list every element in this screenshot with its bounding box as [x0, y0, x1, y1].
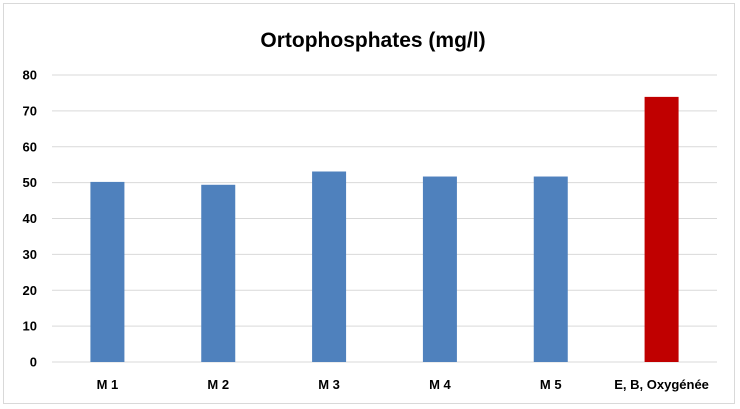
- bar: [312, 171, 347, 362]
- bar: [201, 184, 236, 362]
- y-tick-label: 80: [23, 68, 37, 83]
- bar: [644, 96, 679, 362]
- y-tick-label: 20: [23, 283, 37, 298]
- y-tick-label: 50: [23, 175, 37, 190]
- y-tick-label: 30: [23, 247, 37, 262]
- chart-frame: [3, 3, 735, 404]
- y-tick-label: 60: [23, 139, 37, 154]
- x-axis-labels: M 1 M 2 M 3 M 4 M 5 E, B, Oxygénée: [97, 377, 709, 392]
- bars: [90, 96, 679, 362]
- y-tick-label: 10: [23, 319, 37, 334]
- y-tick-label: 0: [30, 355, 37, 370]
- gridlines: [52, 74, 717, 363]
- x-category-label: M 2: [207, 377, 229, 392]
- y-tick-label: 40: [23, 211, 37, 226]
- x-category-label: M 3: [318, 377, 340, 392]
- bar: [90, 181, 125, 362]
- y-tick-label: 70: [23, 103, 37, 118]
- chart-title: Ortophosphates (mg/l): [260, 29, 485, 52]
- x-category-label: M 1: [97, 377, 119, 392]
- x-category-label: M 5: [540, 377, 562, 392]
- x-category-label: E, B, Oxygénée: [614, 377, 709, 392]
- bar: [422, 176, 457, 362]
- bar: [533, 176, 568, 362]
- y-axis-ticks: 0 10 20 30 40 50 60 70 80: [23, 68, 37, 370]
- x-category-label: M 4: [429, 377, 451, 392]
